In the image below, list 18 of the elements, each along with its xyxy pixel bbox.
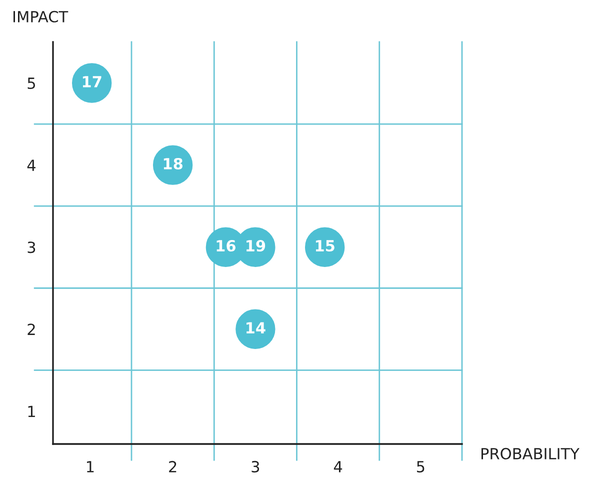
y-axis-title: IMPACT: [14, 10, 68, 22]
y-tick-label: 5: [28, 78, 35, 90]
annotation: 19: [246, 240, 266, 252]
annotation: 17: [82, 76, 102, 88]
x-tick-label: 5: [417, 461, 424, 472]
y-tick-label: 1: [28, 406, 35, 417]
x-tick-label: 4: [334, 461, 342, 472]
x-axis-title: PROBABILITY: [482, 448, 580, 460]
annotation: 18: [164, 158, 182, 170]
annotation: 15: [316, 240, 334, 252]
y-tick-label: 4: [27, 160, 36, 171]
x-tick-label: 2: [169, 460, 176, 472]
annotation: 16: [216, 240, 236, 252]
x-tick-label: 3: [252, 460, 260, 472]
x-tick-label: 1: [87, 461, 94, 472]
y-tick-label: 2: [28, 324, 35, 335]
y-tick-label: 3: [28, 242, 36, 254]
annotation: 14: [246, 322, 266, 334]
